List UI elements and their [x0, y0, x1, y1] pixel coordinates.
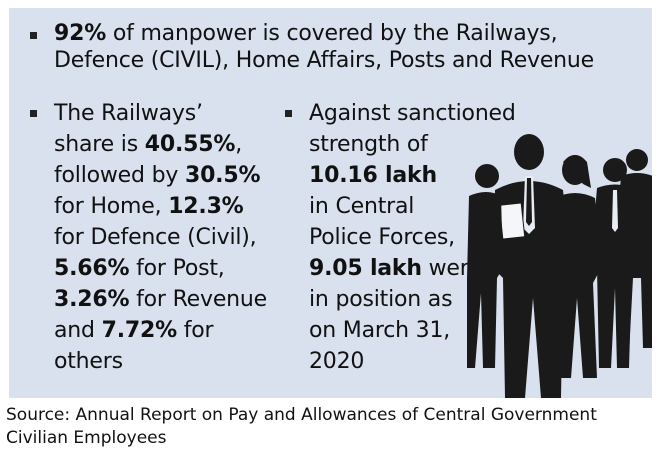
source-citation: Source: Annual Report on Pay and Allowan… — [6, 404, 597, 450]
bullet-3-line: in position as — [309, 287, 453, 312]
source-line-2: Civilian Employees — [6, 428, 167, 448]
bullet-marker-2 — [30, 110, 37, 117]
bullet-2-line: others — [54, 349, 123, 374]
bullet-2-line: and 7.72% for — [54, 318, 214, 343]
infographic-panel: 92% of manpower is covered by the Railwa… — [9, 8, 652, 398]
bullet-3-line: 10.16 lakh — [309, 163, 437, 188]
bullet-2-line: for Home, 12.3% — [54, 194, 244, 219]
bullet-1-line-1: 92% of manpower is covered by the Railwa… — [54, 21, 558, 46]
business-people-silhouettes-icon — [467, 134, 652, 398]
stat-manpower-percent: 92% — [54, 21, 107, 46]
bullet-2-text: The Railways’ share is 40.55%, followed … — [54, 98, 267, 377]
bullet-3-line: on March 31, — [309, 318, 451, 343]
bullet-3-line: strength of — [309, 132, 428, 157]
person-silhouette-icon — [467, 164, 503, 368]
bullet-2-line: share is 40.55%, — [54, 132, 242, 157]
bullet-marker-1 — [30, 32, 37, 39]
source-line-1: Source: Annual Report on Pay and Allowan… — [6, 405, 597, 425]
person-silhouette-icon — [493, 134, 571, 398]
bullet-3-line: in Central — [309, 194, 415, 219]
bullet-2-line: for Defence (Civil), — [54, 225, 257, 250]
bullet-1-text: 92% of manpower is covered by the Railwa… — [54, 20, 594, 74]
bullet-3-line: 2020 — [309, 349, 365, 374]
bullet-3-line: Police Forces, — [309, 225, 455, 250]
bullet-2-line: 5.66% for Post, — [54, 256, 225, 281]
bullet-2-line: 3.26% for Revenue — [54, 287, 267, 312]
bullet-1-line-2: Defence (CIVIL), Home Affairs, Posts and… — [54, 48, 595, 73]
bullet-2-line: followed by 30.5% — [54, 163, 261, 188]
bullet-3-line: Against sanctioned — [309, 101, 516, 126]
bullet-2-line: The Railways’ — [54, 101, 203, 126]
bullet-marker-3 — [285, 110, 292, 117]
bullet-3-text: Against sanctioned strength of 10.16 lak… — [309, 98, 516, 377]
